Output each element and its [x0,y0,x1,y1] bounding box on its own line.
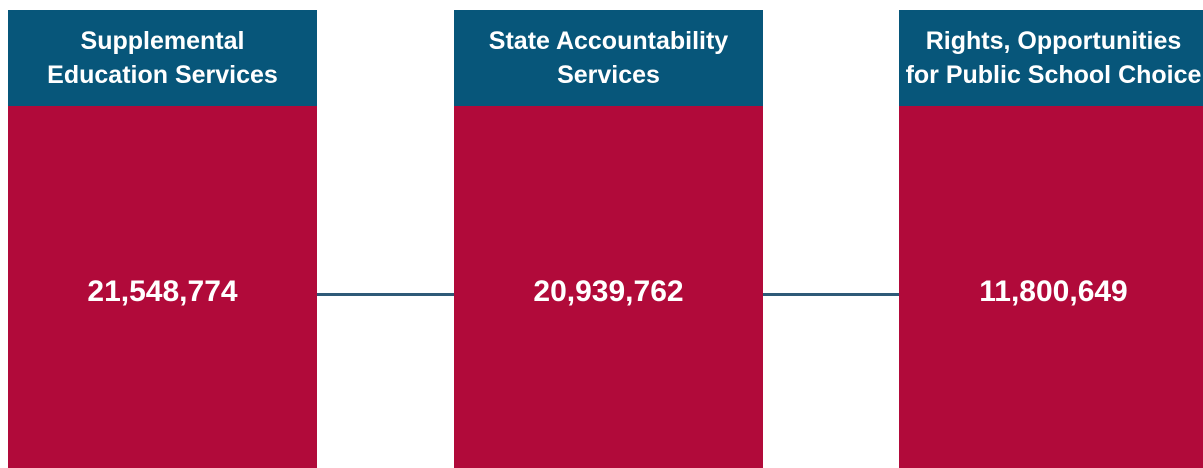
connector-line [317,293,454,296]
stat-box: Supplemental Education Services 21,548,774 [8,10,317,468]
box-title-line: Supplemental [80,27,245,55]
box-body: 11,800,649 [899,106,1203,468]
box-title-line: Education Services [47,61,278,89]
box-body: 20,939,762 [454,106,763,468]
box-body: 21,548,774 [8,106,317,468]
box-header: Rights, Opportunities for Public School C… [899,10,1203,106]
box-header: State Accountability Services [454,10,763,106]
box-title-line: Services [557,61,660,89]
box-value: 20,939,762 [533,275,684,308]
box-value: 21,548,774 [87,275,238,308]
connector-line [763,293,899,296]
stat-box: Rights, Opportunities for Public School C… [899,10,1203,468]
box-header: Supplemental Education Services [8,10,317,106]
stat-box: State Accountability Services 20,939,762 [454,10,763,468]
box-title-line: State Accountability [488,27,729,55]
box-value: 11,800,649 [979,275,1128,308]
box-title-line: Rights, Opportunities [925,27,1182,55]
box-title-line: for Public School Choice [905,61,1202,89]
